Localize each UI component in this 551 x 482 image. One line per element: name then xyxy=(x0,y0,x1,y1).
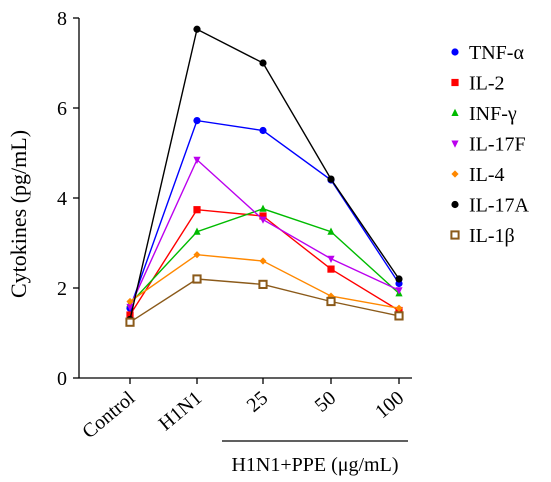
data-point xyxy=(259,204,267,212)
x-tick-label: 100 xyxy=(371,387,408,423)
data-point xyxy=(259,212,267,220)
legend: TNF-α IL-2 INF-γ IL-17F IL-4 IL-17A IL-1β xyxy=(450,42,530,247)
legend-item: IL-1β xyxy=(450,225,515,247)
legend-item: IL-17A xyxy=(451,195,530,217)
data-point xyxy=(193,117,201,125)
data-point xyxy=(126,303,134,312)
data-point xyxy=(259,59,267,67)
legend-item: INF-γ xyxy=(451,103,517,125)
legend-label: IL-2 xyxy=(469,73,505,95)
data-point xyxy=(125,317,135,327)
series-line xyxy=(129,28,400,320)
data-point xyxy=(395,287,403,295)
legend-marker xyxy=(450,230,460,240)
y-tick-label: 4 xyxy=(57,188,67,210)
legend-label: IL-4 xyxy=(469,164,505,186)
data-point xyxy=(126,311,134,319)
data-point xyxy=(327,255,335,263)
legend-marker xyxy=(451,140,459,148)
series-3 xyxy=(126,156,403,312)
series-5 xyxy=(126,25,403,324)
legend-marker xyxy=(451,108,459,116)
data-point xyxy=(193,206,201,214)
data-point xyxy=(193,227,201,235)
data-point xyxy=(193,25,201,33)
x-tick-label: 25 xyxy=(243,387,272,417)
legend-marker xyxy=(451,48,459,56)
x-tick-label: H1N1 xyxy=(155,387,207,435)
data-point xyxy=(395,275,403,283)
data-point xyxy=(394,311,404,321)
legend-label: IL-17A xyxy=(469,195,530,217)
series-6 xyxy=(125,274,404,327)
data-point xyxy=(327,227,335,235)
data-point xyxy=(259,216,267,224)
group-label: H1N1+PPE (μg/mL) xyxy=(231,454,398,476)
data-point xyxy=(327,175,335,183)
legend-marker xyxy=(451,170,459,178)
x-tick-label: Control xyxy=(78,387,139,443)
legend-label: TNF-α xyxy=(469,42,524,64)
legend-marker xyxy=(451,200,459,209)
legend-item: IL-2 xyxy=(451,73,505,95)
data-point xyxy=(326,296,336,307)
data-point xyxy=(192,274,202,284)
data-point xyxy=(259,126,267,135)
y-tick-label: 8 xyxy=(57,8,67,30)
axes: 0 2 4 6 8 Control H1N1 25 50 100 xyxy=(57,8,412,443)
data-point xyxy=(259,257,267,265)
series-4 xyxy=(126,251,403,312)
y-tick-label: 2 xyxy=(57,278,67,300)
x-tick-label: 50 xyxy=(311,387,340,417)
legend-label: INF-γ xyxy=(469,103,517,125)
legend-label: IL-1β xyxy=(469,225,515,247)
data-point xyxy=(193,251,201,259)
data-point xyxy=(126,297,134,306)
series-layer xyxy=(125,25,404,327)
data-point xyxy=(327,265,335,273)
legend-item: IL-4 xyxy=(451,164,505,186)
legend-item: TNF-α xyxy=(451,42,524,64)
y-axis-title: Cytokines (pg/mL) xyxy=(6,130,31,298)
data-point xyxy=(193,156,201,164)
legend-marker xyxy=(451,78,459,87)
y-tick-label: 6 xyxy=(57,98,67,120)
data-point xyxy=(258,279,268,289)
data-point xyxy=(395,304,403,312)
legend-label: IL-17F xyxy=(469,134,526,156)
series-2 xyxy=(126,204,403,307)
legend-item: IL-17F xyxy=(451,134,526,156)
y-tick-label: 0 xyxy=(57,368,67,390)
